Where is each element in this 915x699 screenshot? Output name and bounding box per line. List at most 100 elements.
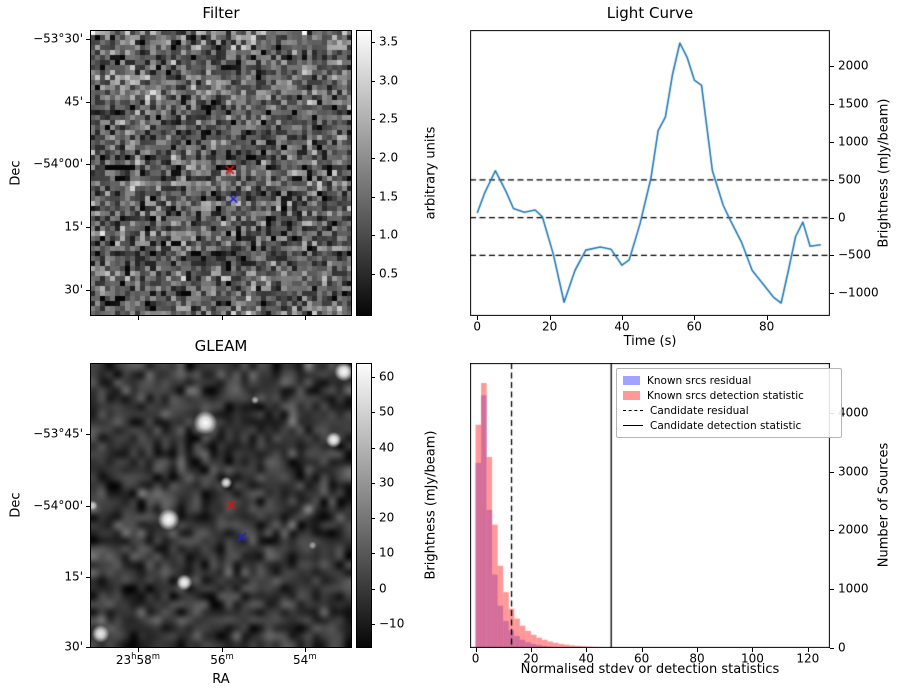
histogram-xlabel: Normalised stdev or detection statistics [520, 662, 780, 677]
tick-label: 80 [689, 651, 705, 666]
tick-label: 1.0 [379, 227, 399, 242]
tick-mark [372, 196, 375, 198]
tick-mark [830, 66, 834, 68]
tick-mark [372, 377, 375, 379]
tick-label: 40 [578, 651, 594, 666]
tick-mark [86, 434, 90, 436]
tick-mark [304, 648, 306, 652]
gleam-xlabel: RA [212, 672, 230, 687]
tick-mark [477, 316, 479, 320]
tick-mark [86, 505, 90, 507]
legend-label-detection: Known srcs detection statistic [647, 389, 804, 402]
tick-label: 4000 [838, 405, 869, 420]
tick-mark [830, 471, 834, 473]
tick-label: −1000 [838, 285, 879, 300]
tick-mark [766, 316, 768, 320]
tick-mark [372, 588, 375, 590]
histogram-ylabel: Number of Sources [876, 442, 892, 568]
tick-label: −10 [379, 616, 405, 631]
tick-label: 15' [64, 569, 83, 584]
filter-title: Filter [202, 4, 240, 22]
light-curve-title: Light Curve [606, 4, 694, 22]
tick-label: 23h58m [115, 652, 161, 667]
gleam-image-canvas [90, 363, 352, 648]
gleam-colorbar-label: Brightness (mJy/beam) [423, 430, 439, 580]
tick-label: 2.5 [379, 111, 399, 126]
tick-label: 20 [523, 651, 539, 666]
tick-mark [372, 518, 375, 520]
tick-label: 30 [379, 475, 395, 490]
tick-mark [86, 290, 90, 292]
tick-label: 500 [838, 172, 861, 187]
tick-label: 30' [64, 639, 83, 654]
tick-label: 20 [379, 510, 395, 525]
tick-label: 1000 [838, 134, 869, 149]
tick-mark [530, 648, 532, 652]
filter-colorbar-label: arbitrary units [423, 126, 439, 220]
tick-label: 10 [379, 545, 395, 560]
tick-mark [304, 316, 306, 320]
tick-label: 0 [838, 210, 846, 225]
tick-label: 50 [379, 404, 395, 419]
histogram-legend: Known srcs residual Known srcs detection… [616, 368, 842, 438]
tick-mark [372, 447, 375, 449]
tick-label: 54m [293, 652, 317, 667]
tick-label: 3000 [838, 464, 869, 479]
legend-label-candidate-detection: Candidate detection statistic [650, 419, 802, 432]
tick-label: −53°45' [33, 426, 83, 441]
gleam-ylabel: Dec [8, 492, 24, 518]
tick-label: 0 [473, 319, 482, 334]
legend-swatch-detection [623, 391, 640, 400]
tick-mark [830, 142, 834, 143]
tick-mark [222, 648, 224, 652]
light-curve-ylabel: Brightness (mJy/beam) [876, 98, 892, 248]
tick-label: 100 [741, 651, 764, 666]
tick-mark [586, 648, 588, 652]
tick-mark [694, 316, 696, 320]
tick-mark [697, 648, 699, 652]
legend-solid-line-sample [623, 425, 643, 426]
tick-label: 45' [64, 94, 83, 108]
tick-label: 1000 [838, 581, 869, 596]
legend-row: Known srcs detection statistic [623, 388, 835, 403]
tick-label: 80 [759, 319, 775, 334]
tick-label: 0.5 [379, 266, 399, 281]
light-curve-canvas [470, 30, 830, 316]
tick-label: 120 [796, 651, 820, 666]
tick-label: 40 [379, 440, 395, 455]
tick-label: 2000 [838, 522, 869, 537]
tick-mark [372, 482, 375, 484]
tick-label: 56m [210, 652, 234, 667]
gleam-colorbar [356, 363, 372, 648]
tick-label: 30' [64, 282, 83, 297]
filter-image-canvas [90, 30, 352, 316]
tick-label: 0 [838, 640, 846, 655]
tick-label: 15' [64, 219, 83, 234]
tick-label: −54°00' [33, 498, 83, 512]
tick-mark [830, 530, 834, 532]
tick-mark [86, 227, 90, 229]
tick-label: 0 [471, 651, 480, 666]
tick-mark [222, 316, 224, 320]
tick-label: 1.5 [379, 189, 399, 203]
tick-mark [372, 273, 375, 275]
tick-mark [137, 648, 139, 652]
legend-label-residual: Known srcs residual [647, 374, 752, 387]
tick-mark [549, 316, 551, 320]
tick-mark [830, 179, 834, 181]
tick-mark [807, 648, 809, 652]
tick-mark [830, 104, 834, 106]
tick-label: 60 [686, 319, 702, 334]
legend-swatch-residual [623, 376, 640, 385]
tick-label: 3.0 [379, 73, 399, 88]
tick-label: −54°00' [33, 156, 83, 171]
tick-label: 60 [379, 369, 395, 384]
tick-mark [86, 164, 90, 166]
tick-mark [372, 42, 375, 44]
tick-mark [372, 235, 375, 237]
tick-label: −500 [838, 247, 871, 262]
tick-mark [475, 648, 477, 652]
tick-mark [830, 589, 834, 591]
tick-mark [86, 646, 90, 648]
